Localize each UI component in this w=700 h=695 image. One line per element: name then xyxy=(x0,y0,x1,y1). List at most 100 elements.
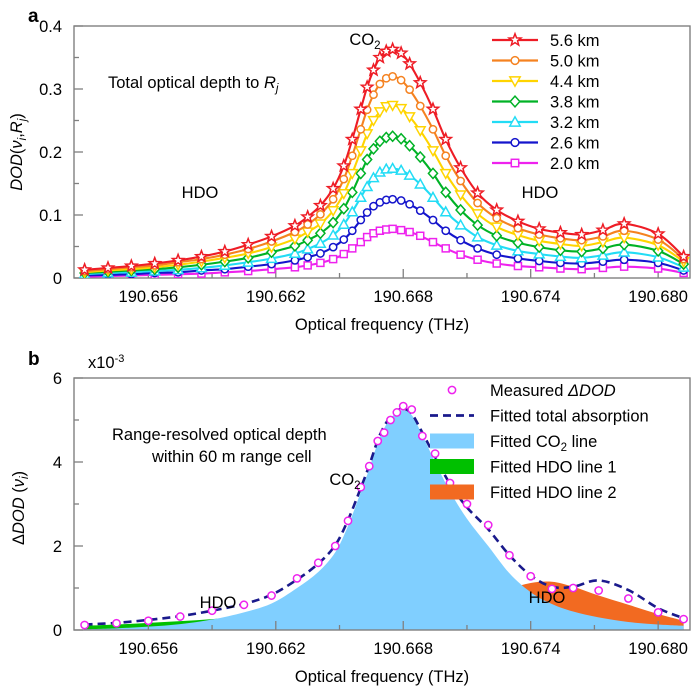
data-marker xyxy=(364,461,374,471)
data-marker xyxy=(299,208,316,224)
legend-label: 2.0 km xyxy=(550,155,600,173)
data-marker xyxy=(354,146,367,158)
data-marker xyxy=(508,115,522,127)
data-marker xyxy=(112,618,121,628)
panel-a-svg: a 0 0.1 0.2 0.3 0.4 190.656 190.662 190.668 190.… xyxy=(8,6,691,334)
data-marker xyxy=(328,194,338,204)
data-marker xyxy=(439,205,452,217)
data-marker xyxy=(509,95,521,108)
data-marker xyxy=(398,401,408,411)
legend-item-3-2-km[interactable]: 3.2 km xyxy=(492,114,600,132)
data-marker xyxy=(490,222,503,234)
panel-a-letter: a xyxy=(28,6,39,27)
data-marker xyxy=(373,436,383,446)
legend-item-3-8-km[interactable]: 3.8 km xyxy=(492,94,600,112)
data-marker xyxy=(355,167,367,180)
data-marker xyxy=(123,257,140,273)
data-marker xyxy=(313,558,323,568)
data-marker xyxy=(240,236,256,252)
data-marker xyxy=(361,153,373,166)
data-marker xyxy=(80,620,90,630)
x-tick-label-a: 190.680 xyxy=(628,288,688,306)
panel-b-y-multiplier: x10-3 xyxy=(88,353,124,372)
data-marker xyxy=(447,385,457,395)
legend-item-5-6-km[interactable]: 5.6 km xyxy=(492,31,600,50)
legend-item-fitted-hdo-line-1[interactable]: Fitted HDO line 1 xyxy=(430,459,617,477)
panel-b: b 0 2 4 6 190.656 190.662 190.668 190.674 190.68… xyxy=(0,340,700,695)
data-marker xyxy=(596,248,610,260)
y-tick-label-a: 0.4 xyxy=(39,18,62,36)
y-tick-label-a: 0 xyxy=(53,270,62,288)
legend-swatch xyxy=(430,459,474,474)
data-marker xyxy=(344,131,360,146)
data-marker xyxy=(507,31,523,47)
data-marker xyxy=(513,254,523,263)
data-marker xyxy=(217,243,233,259)
data-marker xyxy=(326,228,340,240)
legend-label: 5.0 km xyxy=(550,53,600,71)
data-marker xyxy=(403,112,416,124)
data-marker xyxy=(347,151,357,161)
legend-item-4-4-km[interactable]: 4.4 km xyxy=(492,73,600,91)
data-marker xyxy=(428,237,438,247)
data-marker xyxy=(193,248,210,264)
legend-swatch xyxy=(430,484,474,500)
data-marker xyxy=(386,100,399,112)
data-marker xyxy=(414,177,427,189)
data-marker xyxy=(388,194,398,204)
legend-item-5-0-km[interactable]: 5.0 km xyxy=(492,53,600,71)
data-marker xyxy=(679,614,689,624)
data-marker xyxy=(490,238,503,250)
x-tick-label-b: 190.662 xyxy=(246,640,306,658)
data-marker xyxy=(170,252,186,267)
data-marker xyxy=(346,205,359,217)
panel-b-legend: Measured ΔDOD Fitted total absorption Fitt… xyxy=(430,382,649,502)
panel-b-xlabel: Optical frequency (THz) xyxy=(295,668,469,686)
data-marker xyxy=(489,201,505,217)
data-marker xyxy=(356,237,366,247)
data-marker xyxy=(353,101,369,116)
legend-item-measured-δdod[interactable]: Measured ΔDOD xyxy=(447,382,616,400)
legend-item-2-0-km[interactable]: 2.0 km xyxy=(492,155,600,173)
data-marker xyxy=(510,137,520,148)
data-marker xyxy=(505,550,514,560)
data-marker xyxy=(325,180,341,196)
data-marker xyxy=(492,259,501,268)
data-marker xyxy=(653,607,663,617)
panel-b-letter: b xyxy=(28,349,40,370)
x-tick-label-a: 190.668 xyxy=(373,288,433,306)
data-marker xyxy=(356,124,366,134)
legend-item-2-6-km[interactable]: 2.6 km xyxy=(492,135,600,153)
data-marker xyxy=(326,205,340,218)
data-marker xyxy=(330,541,340,551)
data-marker xyxy=(346,186,358,199)
data-marker xyxy=(471,230,484,242)
data-marker xyxy=(427,167,439,180)
y-tick-label-b: 4 xyxy=(53,454,62,472)
data-marker xyxy=(316,258,325,268)
data-marker xyxy=(455,203,467,217)
data-marker xyxy=(469,184,486,200)
legend-item-fitted-hdo-line-2[interactable]: Fitted HDO line 2 xyxy=(430,484,617,502)
data-marker xyxy=(405,85,415,95)
legend-item-fitted-total-absorption[interactable]: Fitted total absorption xyxy=(430,408,649,426)
data-marker xyxy=(675,248,690,264)
data-marker xyxy=(415,206,425,215)
panel-a-ylabel: DOD(νi,Rj) xyxy=(8,113,29,191)
y-tick-label-b: 6 xyxy=(53,370,62,388)
data-marker xyxy=(365,62,382,77)
panel-a-co2-label: CO2 xyxy=(349,31,380,52)
panel-a-hdo-left-label: HDO xyxy=(182,184,219,202)
data-marker xyxy=(379,428,389,437)
panel-b-co2-label: CO2 xyxy=(329,471,360,492)
data-marker xyxy=(511,244,525,256)
data-marker xyxy=(454,218,467,230)
data-marker xyxy=(491,229,503,242)
x-tick-label-a: 190.674 xyxy=(501,288,561,306)
data-marker xyxy=(384,41,401,56)
data-marker xyxy=(288,246,302,259)
data-marker xyxy=(393,45,409,60)
legend-item-fitted-co[interactable]: Fitted CO2 line xyxy=(430,433,597,454)
data-marker xyxy=(618,238,630,251)
y-tick-label-a: 0.1 xyxy=(39,207,62,225)
